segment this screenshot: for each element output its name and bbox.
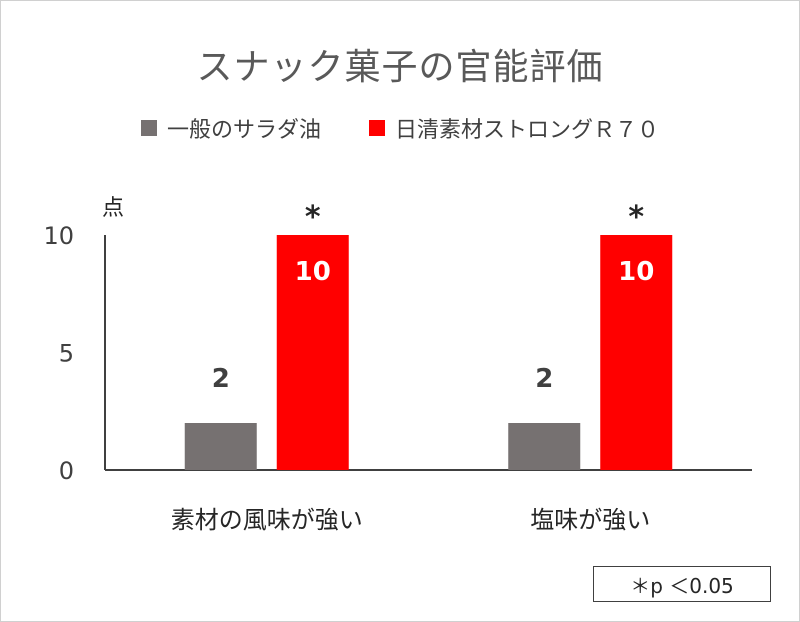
legend-item-salad-oil: 一般のサラダ油 bbox=[140, 112, 321, 144]
y-tick-label: 0 bbox=[59, 457, 74, 485]
x-category-label: 素材の風味が強い bbox=[171, 506, 363, 534]
chart-title: スナック菓子の官能評価 bbox=[196, 47, 604, 88]
bar bbox=[184, 423, 257, 470]
significance-note: ＊p ＜0.05 bbox=[593, 566, 771, 602]
data-label: 2 bbox=[212, 364, 230, 394]
y-tick-label: 10 bbox=[43, 222, 74, 250]
bar bbox=[508, 423, 581, 470]
significance-mark: * bbox=[305, 200, 321, 235]
significance-mark: * bbox=[628, 200, 644, 235]
legend-label-salad-oil: 一般のサラダ油 bbox=[166, 118, 321, 143]
data-label: 10 bbox=[618, 257, 654, 287]
y-axis-label: 点 bbox=[102, 196, 124, 221]
bar bbox=[600, 235, 673, 470]
legend-swatch-strong-r70 bbox=[369, 120, 385, 136]
legend-swatch-salad-oil bbox=[140, 120, 157, 136]
y-tick-label: 5 bbox=[59, 340, 74, 368]
data-label: 2 bbox=[535, 364, 553, 394]
legend-item-strong-r70: 日清素材ストロングＲ７０ bbox=[369, 112, 659, 144]
bar bbox=[276, 235, 349, 470]
x-category-label: 塩味が強い bbox=[530, 506, 650, 534]
legend-label-strong-r70: 日清素材ストロングＲ７０ bbox=[395, 118, 660, 143]
data-label: 10 bbox=[295, 257, 331, 287]
chart-legend: 一般のサラダ油 日清素材ストロングＲ７０ bbox=[0, 112, 800, 144]
